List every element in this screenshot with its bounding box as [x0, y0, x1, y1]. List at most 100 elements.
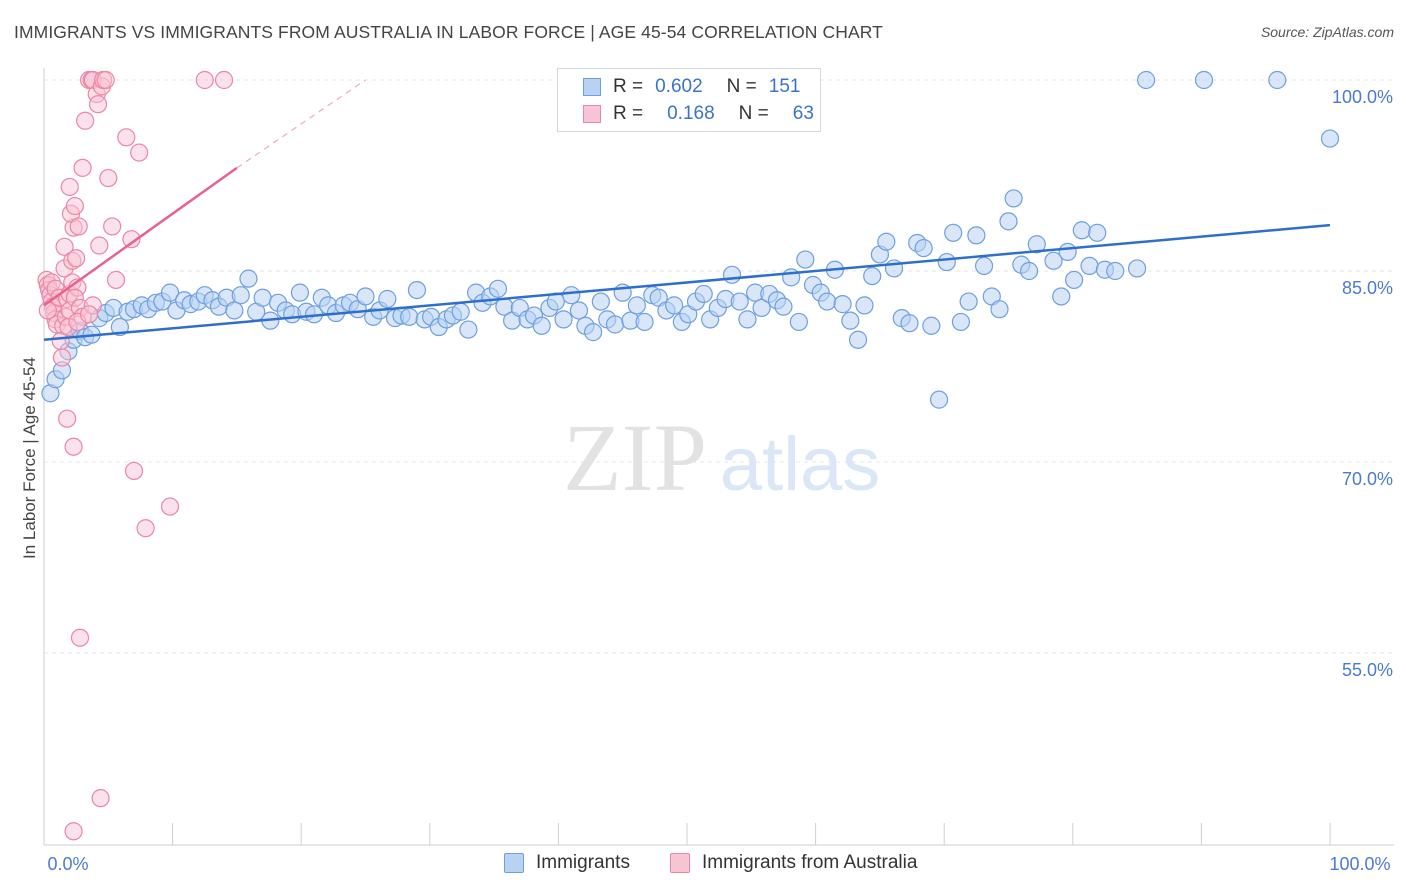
- immigrants-point-110: [833, 295, 852, 314]
- y-tick-labels: 100.0% 85.0% 70.0% 55.0%: [1332, 87, 1393, 680]
- australia-point-42: [88, 95, 108, 114]
- immigrants-point-74: [569, 301, 589, 320]
- australia-point-63: [195, 70, 214, 90]
- australia-point-35: [60, 177, 79, 197]
- immigrants-point-128: [967, 226, 986, 245]
- immigrants-point-142: [1080, 256, 1099, 276]
- immigrants-point-123: [929, 390, 949, 409]
- legend-r-label: R =: [613, 103, 644, 124]
- australia-point-50: [79, 305, 99, 324]
- immigrants-point-82: [627, 296, 646, 315]
- immigrants-point-121: [914, 238, 933, 258]
- immigrants-point-83: [635, 312, 654, 332]
- immigrants-point-59: [459, 320, 478, 339]
- immigrants-point-105: [796, 250, 815, 269]
- legend-swatch-blue: [583, 78, 601, 96]
- immigrants-point-79: [605, 315, 625, 334]
- australia-point-62: [64, 822, 83, 841]
- australia-point-37: [76, 111, 95, 130]
- immigrants-point-136: [1027, 235, 1046, 254]
- immigrants-point-52: [407, 281, 427, 300]
- immigrants-point-11: [110, 317, 129, 337]
- immigrants-point-51: [400, 307, 419, 326]
- source-label: Source: ZipAtlas.com: [1260, 24, 1394, 40]
- immigrants-point-36: [290, 283, 310, 302]
- australia-point-47: [103, 217, 122, 236]
- legend-n-value: 63: [792, 103, 814, 124]
- gridlines: [44, 79, 1394, 654]
- watermark-atlas: atlas: [720, 422, 881, 507]
- immigrants-point-72: [554, 310, 573, 329]
- immigrants-point-126: [951, 312, 971, 332]
- australia-point-48: [90, 236, 109, 255]
- y-tick-label-0: 100.0%: [1332, 87, 1393, 107]
- legend-label-immigrants: Immigrants: [536, 852, 630, 873]
- legend-row-australia: R = 0.168 N = 63: [583, 102, 814, 126]
- immigrants-point-132: [999, 212, 1018, 231]
- x-tick-label-1: 100.0%: [1329, 854, 1390, 874]
- immigrants-point-96: [730, 292, 749, 311]
- legend-n-label: N =: [738, 103, 769, 124]
- legend-swatch-pink: [583, 105, 601, 123]
- immigrants-point-116: [877, 232, 896, 251]
- immigrants-point-104: [789, 312, 808, 332]
- immigrants-point-27: [225, 301, 244, 320]
- australia-point-34: [69, 217, 88, 236]
- australia-point-59: [64, 437, 83, 456]
- legend-r-value: 0.602: [655, 76, 703, 97]
- y-tick-label-3: 55.0%: [1342, 660, 1393, 680]
- immigrants-point-31: [253, 288, 272, 307]
- watermark: ZIP atlas: [563, 404, 880, 511]
- australia-trend-extension: [236, 79, 366, 169]
- immigrants-point-91: [694, 284, 713, 304]
- immigrants-point-127: [959, 292, 978, 311]
- immigrants-point-108: [818, 292, 837, 311]
- legend-swatch-pink: [670, 853, 690, 873]
- legend-item-australia: Immigrants from Australia: [670, 852, 917, 874]
- x-tick-labels: 0.0% 100.0%: [47, 854, 1390, 874]
- immigrants-point-97: [738, 310, 757, 329]
- australia-point-51: [106, 270, 126, 290]
- correlation-legend: R = 0.602 N = 151 R = 0.168 N = 63: [557, 68, 821, 132]
- legend-r-label: R =: [613, 76, 644, 97]
- immigrants-point-146: [1127, 259, 1147, 278]
- legend-row-immigrants: R = 0.602 N = 151: [583, 75, 800, 99]
- australia-point-58: [58, 409, 77, 428]
- australia-point-54: [130, 143, 149, 162]
- immigrants-point-149: [1268, 70, 1287, 90]
- australia-point-20: [55, 237, 74, 256]
- trend-lines: [43, 79, 1331, 342]
- legend-swatch-blue: [504, 853, 524, 873]
- immigrants-trend-line: [43, 223, 1331, 342]
- watermark-zip: ZIP: [563, 404, 707, 511]
- australia-point-53: [122, 230, 141, 249]
- australia-point-33: [65, 196, 84, 216]
- immigrants-point-148: [1194, 70, 1214, 90]
- immigrants-point-140: [1064, 270, 1084, 290]
- immigrants-point-114: [863, 266, 882, 286]
- series-australia-points: [37, 70, 234, 841]
- immigrants-point-135: [1019, 261, 1039, 281]
- immigrants-point-139: [1058, 242, 1077, 261]
- australia-point-46: [99, 168, 118, 188]
- immigrants-point-133: [1004, 189, 1023, 208]
- immigrants-point-129: [974, 256, 994, 276]
- immigrants-point-95: [722, 265, 742, 284]
- immigrants-point-102: [774, 297, 793, 316]
- australia-point-64: [214, 70, 234, 90]
- chart-title: IMMIGRANTS VS IMMIGRANTS FROM AUSTRALIA …: [14, 22, 883, 42]
- immigrants-point-76: [584, 323, 603, 342]
- australia-point-61: [91, 789, 110, 808]
- immigrants-point-73: [562, 286, 581, 305]
- australia-point-36: [73, 158, 92, 177]
- australia-trend-line: [43, 166, 238, 307]
- x-tick-label-0: 0.0%: [47, 854, 88, 874]
- immigrants-point-99: [752, 298, 771, 318]
- immigrants-point-145: [1106, 261, 1125, 281]
- australia-point-45: [96, 70, 115, 90]
- immigrants-point-125: [944, 223, 963, 242]
- immigrants-point-112: [848, 330, 868, 349]
- immigrants-point-111: [841, 311, 860, 330]
- immigrants-point-122: [922, 316, 941, 335]
